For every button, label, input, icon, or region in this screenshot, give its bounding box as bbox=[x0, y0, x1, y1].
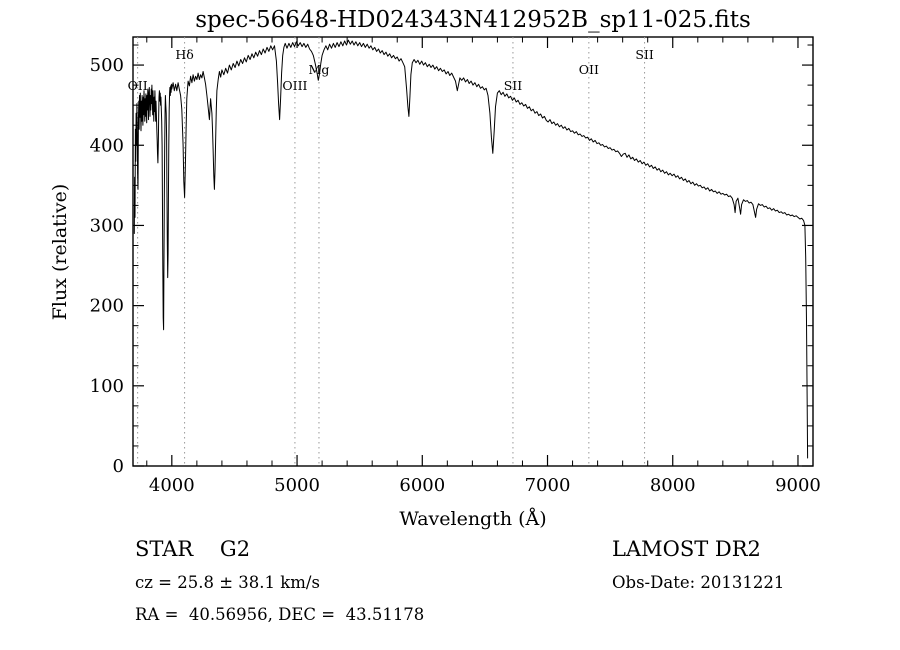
y-tick-label: 100 bbox=[90, 376, 124, 397]
x-axis-label: Wavelength (Å) bbox=[399, 508, 546, 530]
spectral-marker-label: SII bbox=[504, 78, 523, 93]
x-tick-label: 5000 bbox=[274, 475, 320, 496]
x-tick-label: 4000 bbox=[149, 475, 195, 496]
spectral-marker-label: Hδ bbox=[175, 47, 193, 62]
spectral-marker-label: OII bbox=[579, 62, 599, 77]
x-tick-label: 7000 bbox=[525, 475, 571, 496]
spectrum-line bbox=[133, 39, 809, 459]
chart-title: spec-56648-HD024343N412952B_sp11-025.fit… bbox=[195, 7, 751, 33]
survey-label: LAMOST DR2 bbox=[612, 537, 761, 561]
y-tick-label: 0 bbox=[113, 456, 124, 477]
x-tick-label: 6000 bbox=[399, 475, 445, 496]
spectral-marker-label: SII bbox=[635, 47, 654, 62]
spectral-marker-label: OIII bbox=[282, 78, 307, 93]
y-axis-label: Flux (relative) bbox=[49, 184, 71, 321]
ra-dec-value: RA = 40.56956, DEC = 43.51178 bbox=[135, 605, 424, 624]
x-tick-label: 9000 bbox=[775, 475, 821, 496]
spectral-marker-label: OII bbox=[128, 78, 148, 93]
y-tick-label: 500 bbox=[90, 55, 124, 76]
object-class-label: STAR G2 bbox=[135, 537, 250, 561]
y-tick-label: 400 bbox=[90, 135, 124, 156]
plot-area: 4000 5000 6000 7000 8000 9000 0 100 200 300 400 500… bbox=[90, 36, 821, 496]
y-tick-label: 300 bbox=[90, 215, 124, 236]
spectral-marker-label: Mg bbox=[309, 62, 330, 77]
axes-frame bbox=[132, 36, 814, 467]
obs-date-value: Obs-Date: 20131221 bbox=[612, 573, 784, 592]
cz-value: cz = 25.8 ± 38.1 km/s bbox=[135, 573, 320, 592]
x-tick-label: 8000 bbox=[650, 475, 696, 496]
y-tick-label: 200 bbox=[90, 296, 124, 317]
